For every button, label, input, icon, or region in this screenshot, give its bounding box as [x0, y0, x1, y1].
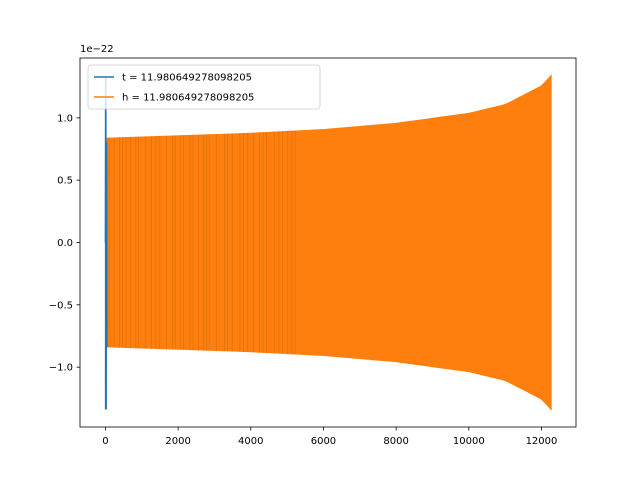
- x-tick-label: 0: [102, 436, 108, 447]
- legend-label: h = 11.980649278098205: [122, 93, 254, 104]
- axes: 0 2000 4000 6000 8000 10000 12000 −1.0 −0.5 0.0 0.…: [49, 57, 577, 447]
- legend: t = 11.980649278098205 h = 11.98064927809…: [87, 64, 321, 110]
- y-tick-label: −1.0: [49, 363, 73, 374]
- legend-label: t = 11.980649278098205: [122, 73, 252, 84]
- plot-area: [104, 74, 552, 411]
- x-tick-label: 12000: [526, 436, 558, 447]
- legend-box: [87, 64, 321, 110]
- x-tick-label: 6000: [311, 436, 336, 447]
- series-h-oscillation: [108, 130, 296, 355]
- x-tick-label: 4000: [238, 436, 263, 447]
- y-tick-label: 0.5: [57, 176, 73, 187]
- y-offset-label: 1e−22: [80, 44, 114, 55]
- x-tick-label: 8000: [383, 436, 408, 447]
- x-tick-label: 10000: [453, 436, 485, 447]
- y-tick-label: 1.0: [57, 113, 73, 124]
- y-tick-label: 0.0: [57, 238, 73, 249]
- y-tick-label: −0.5: [49, 300, 73, 311]
- x-tick-label: 2000: [165, 436, 190, 447]
